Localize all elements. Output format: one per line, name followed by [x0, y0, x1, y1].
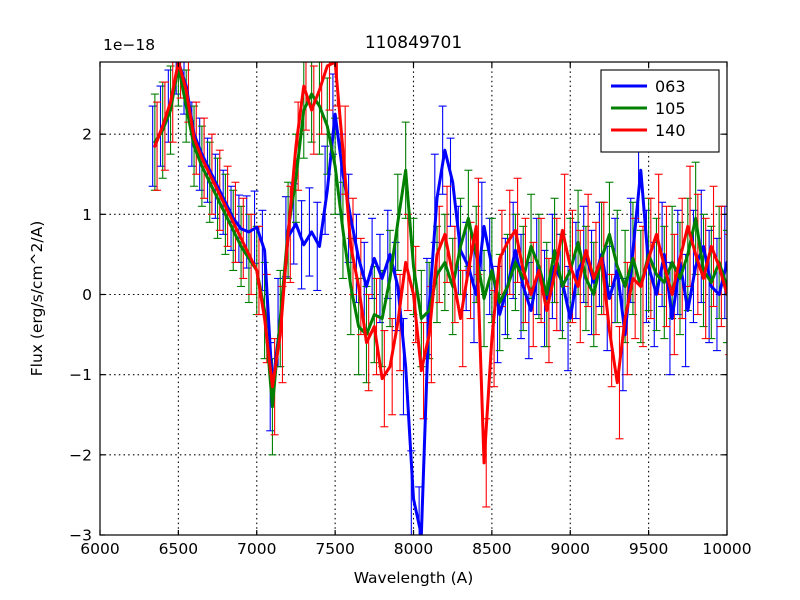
- x-tick-label: 9500: [629, 540, 668, 558]
- page-title: 110849701: [365, 33, 462, 53]
- x-tick-label: 10000: [702, 540, 751, 558]
- legend-label-063: 063: [655, 77, 686, 96]
- y-tick-label: −2: [69, 446, 92, 464]
- legend-box: [600, 69, 720, 153]
- legend-label-140: 140: [655, 121, 686, 140]
- legend-label-105: 105: [655, 99, 686, 118]
- y-tick-label: 2: [82, 126, 92, 144]
- axis-ticks: [99, 62, 728, 536]
- x-tick-label: 8000: [394, 540, 433, 558]
- data-series-layer: [148, 62, 727, 535]
- y-tick-label: 0: [82, 286, 92, 304]
- y-axis-label: Flux (erg/s/cm^2/A): [28, 221, 46, 377]
- x-tick-label: 8500: [472, 540, 511, 558]
- axis-tick-labels: 6000 6500 7000 7500 8000 8500 9000 9500 10000 −3 −…: [69, 126, 752, 558]
- legend[interactable]: 063 105 140: [600, 69, 720, 153]
- x-tick-label: 7500: [315, 540, 354, 558]
- x-tick-label: 7000: [237, 540, 276, 558]
- y-tick-label: −1: [69, 366, 92, 384]
- x-tick-label: 9000: [551, 540, 590, 558]
- series-line-140: [153, 62, 727, 465]
- x-axis-label: Wavelength (A): [354, 569, 474, 587]
- y-axis-offset-label: 1e−18: [103, 36, 155, 54]
- y-tick-label: −3: [69, 527, 92, 545]
- x-tick-label: 6000: [80, 540, 119, 558]
- x-tick-label: 6500: [159, 540, 198, 558]
- y-tick-label: 1: [82, 206, 92, 224]
